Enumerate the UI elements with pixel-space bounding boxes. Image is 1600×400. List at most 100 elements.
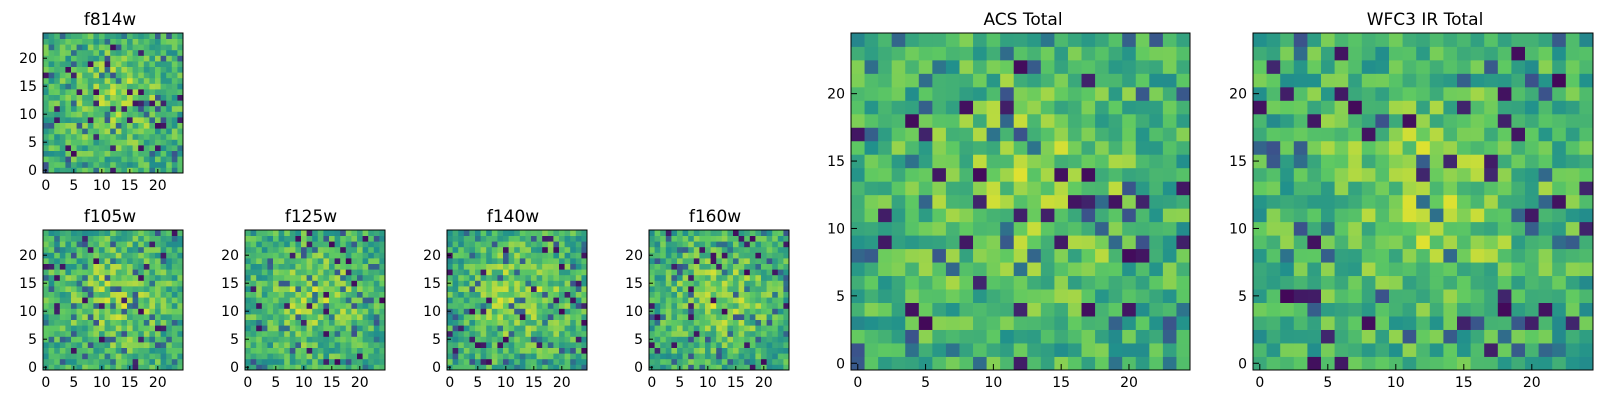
heatmap-cell <box>368 314 375 320</box>
heatmap-cell <box>149 274 156 281</box>
heatmap-cell <box>121 83 128 90</box>
heatmap-cell <box>334 297 341 304</box>
heatmap-cell <box>514 302 521 309</box>
heatmap-cell <box>82 347 89 354</box>
heatmap-cell <box>1565 113 1580 128</box>
heatmap-cell <box>256 364 263 371</box>
heatmap-cell <box>878 86 893 101</box>
heatmap-cell <box>1416 208 1431 223</box>
heatmap-cell <box>1081 356 1096 371</box>
heatmap-cell <box>160 319 167 326</box>
heatmap-cell <box>132 128 139 135</box>
heatmap-cell <box>76 66 83 73</box>
heatmap-cell <box>138 297 145 304</box>
heatmap-cell <box>127 252 133 259</box>
heatmap-cell <box>250 241 257 248</box>
heatmap-cell <box>1266 46 1281 61</box>
heatmap-cell <box>716 358 723 365</box>
heatmap-cell <box>733 347 739 354</box>
heatmap-cell <box>43 61 49 67</box>
heatmap-cell <box>581 330 588 337</box>
heatmap-cell <box>132 61 139 67</box>
heatmap-cell <box>682 252 689 259</box>
heatmap-cell <box>93 274 100 281</box>
heatmap-cell <box>959 59 974 74</box>
heatmap-cell <box>1497 86 1512 101</box>
x-tick-label: 0 <box>41 375 50 391</box>
heatmap-cell <box>1511 221 1526 236</box>
heatmap-cell <box>503 330 509 337</box>
heatmap-cell <box>959 302 974 317</box>
heatmap-cell <box>166 133 173 140</box>
heatmap-cell <box>323 252 330 259</box>
heatmap-cell <box>256 358 263 365</box>
heatmap-cell <box>48 269 55 276</box>
heatmap-cell <box>261 252 268 259</box>
heatmap-cell <box>99 347 105 354</box>
heatmap-cell <box>1511 302 1526 317</box>
heatmap-cell <box>503 347 509 354</box>
heatmap-cell <box>1108 221 1123 236</box>
y-tick-label: 20 <box>1229 87 1247 103</box>
heatmap-cell <box>864 194 879 209</box>
heatmap-cell <box>121 61 128 67</box>
heatmap-cell <box>497 336 504 343</box>
heatmap-cell <box>273 302 279 309</box>
heatmap-cell <box>93 325 100 332</box>
heatmap-cell <box>452 302 459 309</box>
heatmap-cell <box>54 241 61 248</box>
heatmap-cell <box>345 286 352 292</box>
heatmap-cell <box>104 117 111 123</box>
heatmap-cell <box>733 330 739 337</box>
heatmap-cell <box>508 330 515 337</box>
heatmap-cell <box>531 258 537 264</box>
heatmap-cell <box>766 358 773 365</box>
heatmap-cell <box>682 230 689 236</box>
heatmap-cell <box>115 44 122 51</box>
heatmap-cell <box>749 364 756 371</box>
heatmap-cell <box>65 100 72 107</box>
heatmap-cell <box>452 364 459 371</box>
heatmap-cell <box>1280 343 1295 357</box>
heatmap-cell <box>1443 46 1458 61</box>
heatmap-cell <box>525 263 532 270</box>
heatmap-cell <box>1040 329 1055 344</box>
heatmap-cell <box>654 308 661 315</box>
heatmap-cell <box>1497 194 1512 209</box>
heatmap-cell <box>121 263 128 270</box>
heatmap-cell <box>497 302 504 309</box>
heatmap-cell <box>1470 208 1485 223</box>
heatmap-cell <box>772 308 779 315</box>
y-tick-label: 15 <box>423 276 441 292</box>
heatmap-cell <box>905 59 920 74</box>
heatmap-cell <box>261 342 268 348</box>
heatmap-cell <box>525 241 532 248</box>
heatmap-cell <box>1525 33 1539 47</box>
heatmap-cell <box>323 280 330 287</box>
heatmap-cell <box>1429 113 1444 128</box>
heatmap-cell <box>519 280 526 287</box>
heatmap-cell <box>1443 235 1458 250</box>
heatmap-cell <box>766 235 773 242</box>
heatmap-cell <box>514 274 521 281</box>
heatmap-cell <box>121 89 128 95</box>
heatmap-cell <box>1176 208 1191 223</box>
heatmap-cell <box>1511 127 1526 142</box>
heatmap-cell <box>127 66 133 73</box>
heatmap-cell <box>71 122 77 129</box>
heatmap-cell <box>475 336 481 343</box>
heatmap-cell <box>918 289 933 303</box>
heatmap-cell <box>155 77 161 84</box>
heatmap-cell <box>1361 33 1376 47</box>
heatmap-cell <box>166 235 173 242</box>
heatmap-cell <box>115 353 122 360</box>
heatmap-cell <box>677 263 683 270</box>
heatmap-cell <box>295 274 302 281</box>
heatmap-cell <box>749 258 756 264</box>
heatmap-cell <box>486 342 493 348</box>
heatmap-cell <box>177 156 184 163</box>
heatmap-cell <box>87 336 94 343</box>
heatmap-cell <box>497 252 504 259</box>
heatmap-cell <box>93 128 100 135</box>
heatmap-cell <box>59 117 66 123</box>
